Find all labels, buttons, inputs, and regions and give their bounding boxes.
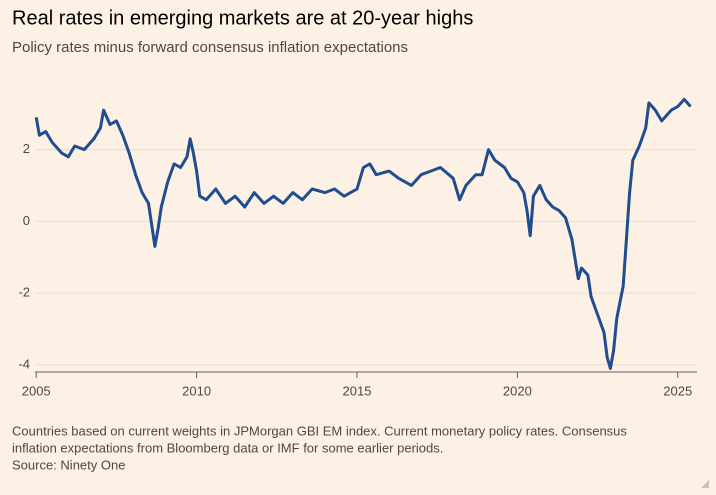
note: Countries based on current weights in JP…	[12, 423, 627, 438]
data-line	[34, 97, 692, 370]
y-tick-label: 0	[23, 213, 30, 228]
y-tick-label: -2	[18, 285, 30, 300]
y-tick-label: 2	[23, 141, 30, 156]
corner-icon	[701, 480, 709, 488]
y-tick-label: -4	[18, 356, 30, 371]
source: Source: Ninety One	[12, 457, 125, 472]
x-tick-label: 2015	[343, 383, 372, 398]
x-tick-label: 2025	[663, 383, 692, 398]
chart-subtitle: Policy rates minus forward consensus inf…	[12, 39, 408, 56]
x-tick-label: 2020	[503, 383, 532, 398]
note: inflation expectations from Bloomberg da…	[12, 440, 443, 455]
x-tick-label: 2005	[22, 383, 51, 398]
chart-title: Real rates in emerging markets are at 20…	[12, 7, 473, 29]
x-tick-label: 2010	[182, 383, 211, 398]
